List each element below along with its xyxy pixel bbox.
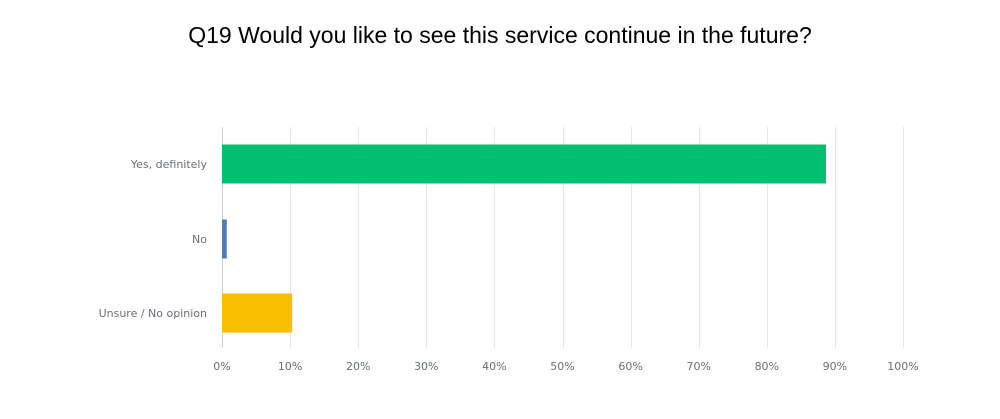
- x-tick-label: 30%: [414, 360, 438, 373]
- x-tick-label: 90%: [823, 360, 847, 373]
- x-tick-label: 50%: [550, 360, 574, 373]
- bar: [222, 144, 827, 184]
- x-tick-label: 80%: [755, 360, 779, 373]
- bar: [222, 219, 227, 259]
- x-axis-tick-labels: 0% 10% 20% 30% 40% 50% 60% 70% 80% 90% 100%: [213, 360, 918, 373]
- x-tick-label: 100%: [887, 360, 918, 373]
- x-tick-label: 40%: [482, 360, 506, 373]
- bars: [222, 144, 827, 333]
- category-labels: Yes, definitely No Unsure / No opinion: [99, 158, 208, 320]
- x-tick-label: 0%: [213, 360, 230, 373]
- x-tick-label: 20%: [346, 360, 370, 373]
- chart-title: Q19 Would you like to see this service c…: [188, 22, 812, 48]
- category-label: Unsure / No opinion: [99, 307, 207, 320]
- category-label: Yes, definitely: [130, 158, 208, 171]
- x-tick-label: 60%: [618, 360, 642, 373]
- category-label: No: [192, 233, 207, 246]
- x-tick-label: 70%: [686, 360, 710, 373]
- x-tick-label: 10%: [278, 360, 302, 373]
- bar: [222, 293, 293, 333]
